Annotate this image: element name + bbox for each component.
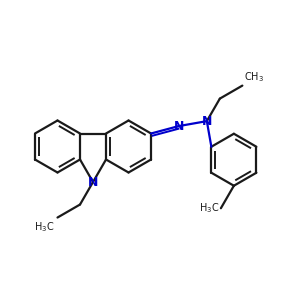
- Text: N: N: [173, 120, 184, 133]
- Text: CH$_3$: CH$_3$: [244, 70, 264, 84]
- Text: H$_3$C: H$_3$C: [199, 201, 219, 215]
- Text: N: N: [202, 115, 212, 128]
- Text: N: N: [88, 176, 98, 188]
- Text: $\mathregular{H_3}$C: $\mathregular{H_3}$C: [34, 220, 55, 234]
